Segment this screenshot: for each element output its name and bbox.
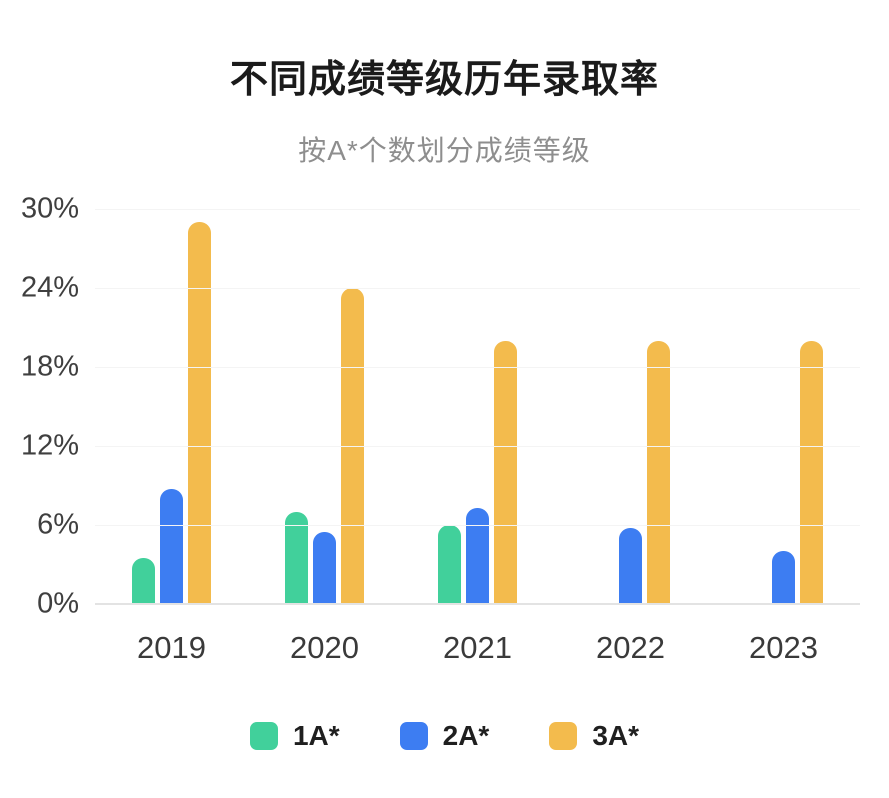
chart-subtitle: 按A*个数划分成绩等级 bbox=[298, 135, 591, 166]
bar-group-2023 bbox=[707, 209, 860, 604]
legend-swatch-1A* bbox=[249, 722, 278, 750]
y-tick-label: 6% bbox=[37, 508, 79, 541]
plot-area: 0% 6% 12% 18% 24% 30% bbox=[21, 194, 860, 618]
bar-slot bbox=[619, 209, 642, 604]
bar-group-2022 bbox=[554, 209, 707, 604]
bar-slot bbox=[647, 209, 670, 604]
bar-2A*-2023 bbox=[772, 551, 795, 604]
bar-2A*-2021 bbox=[466, 507, 489, 604]
bar-slot bbox=[800, 209, 823, 604]
bar-1A*-2021 bbox=[438, 525, 461, 604]
bar-3A*-2023 bbox=[800, 340, 823, 604]
bar-groups bbox=[95, 209, 860, 604]
bar-slot bbox=[438, 209, 461, 604]
bar-group-2021 bbox=[401, 209, 554, 604]
y-tick-label: 0% bbox=[37, 587, 79, 620]
legend-label-2A*: 2A* bbox=[442, 720, 490, 751]
bar-slot bbox=[591, 209, 614, 604]
legend-label-1A*: 1A* bbox=[292, 720, 340, 751]
y-tick-label: 18% bbox=[20, 350, 79, 383]
y-tick-label: 30% bbox=[20, 192, 79, 225]
x-axis-baseline bbox=[95, 603, 860, 605]
bar-slot bbox=[772, 209, 795, 604]
chart-legend: 1A* 2A* 3A* bbox=[0, 720, 889, 752]
gridline bbox=[95, 525, 860, 526]
gridline bbox=[95, 288, 860, 289]
bar-1A*-2020 bbox=[285, 511, 308, 604]
bar-group-2020 bbox=[248, 209, 401, 604]
legend-item-1A*: 1A* bbox=[249, 720, 340, 752]
legend-label-3A*: 3A* bbox=[592, 720, 640, 751]
bar-2A*-2020 bbox=[313, 531, 336, 604]
gridline bbox=[95, 209, 860, 210]
x-axis: 2019 2020 2021 2022 2023 bbox=[95, 630, 860, 666]
gridline bbox=[95, 446, 860, 447]
x-tick-label-2020: 2020 bbox=[290, 630, 359, 665]
bar-slot bbox=[494, 209, 517, 604]
y-tick-label: 24% bbox=[20, 271, 79, 304]
bar-slot bbox=[744, 209, 767, 604]
bar-slot bbox=[466, 209, 489, 604]
bar-slot bbox=[285, 209, 308, 604]
legend-swatch-2A* bbox=[399, 722, 428, 750]
x-tick-label-2022: 2022 bbox=[596, 630, 665, 665]
bar-3A*-2021 bbox=[494, 340, 517, 604]
bar-3A*-2022 bbox=[647, 340, 670, 604]
legend-swatch-3A* bbox=[549, 722, 578, 750]
bar-2A*-2019 bbox=[160, 489, 183, 604]
x-tick-label-2023: 2023 bbox=[749, 630, 818, 665]
bar-slot bbox=[341, 209, 364, 604]
bar-slot bbox=[160, 209, 183, 604]
bar-3A*-2019 bbox=[188, 222, 211, 604]
bar-group-2019 bbox=[95, 209, 248, 604]
gridline bbox=[95, 367, 860, 368]
bar-2A*-2022 bbox=[619, 527, 642, 604]
bar-slot bbox=[132, 209, 155, 604]
y-tick-label: 12% bbox=[20, 429, 79, 462]
bar-slot bbox=[188, 209, 211, 604]
chart-title: 不同成绩等级历年录取率 bbox=[229, 59, 659, 101]
x-tick-label-2019: 2019 bbox=[137, 630, 206, 665]
bar-slot bbox=[313, 209, 336, 604]
x-tick-label-2021: 2021 bbox=[443, 630, 512, 665]
legend-item-3A*: 3A* bbox=[549, 720, 639, 752]
legend-item-2A*: 2A* bbox=[399, 720, 490, 752]
bar-1A*-2019 bbox=[132, 557, 155, 604]
